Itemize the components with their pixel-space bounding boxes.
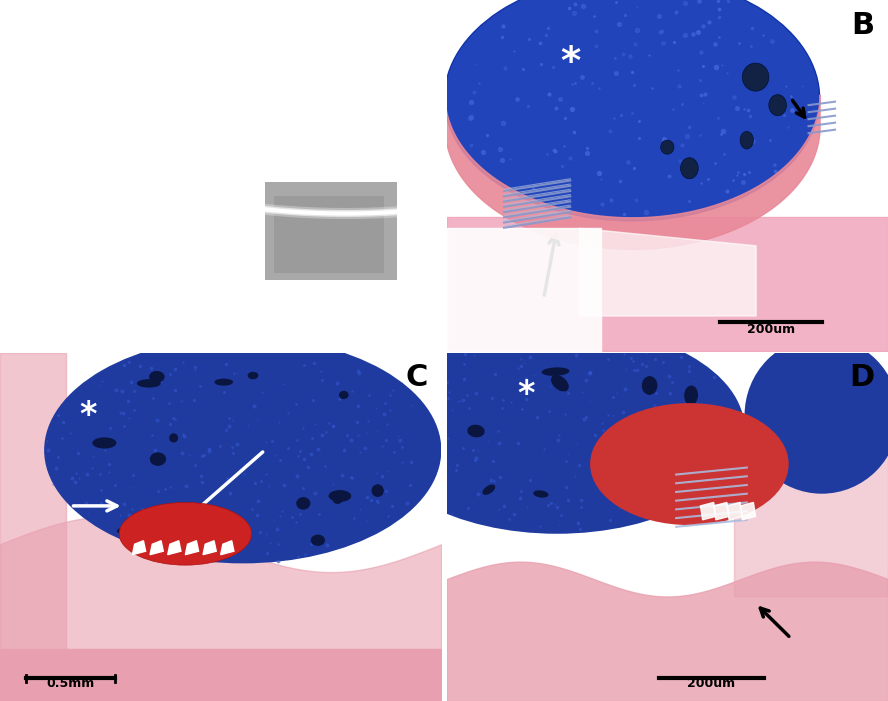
Ellipse shape <box>744 337 888 494</box>
Ellipse shape <box>248 372 258 379</box>
Ellipse shape <box>591 403 789 525</box>
Ellipse shape <box>92 437 116 449</box>
Ellipse shape <box>170 433 178 442</box>
Ellipse shape <box>542 367 569 376</box>
Polygon shape <box>132 540 146 554</box>
Ellipse shape <box>551 375 569 391</box>
Polygon shape <box>714 503 729 520</box>
Ellipse shape <box>311 535 325 546</box>
Ellipse shape <box>445 0 820 221</box>
Text: C: C <box>406 363 428 392</box>
Ellipse shape <box>642 376 657 395</box>
Ellipse shape <box>137 379 161 388</box>
Ellipse shape <box>648 460 659 478</box>
Polygon shape <box>186 540 199 554</box>
Text: A: A <box>396 25 419 53</box>
Text: *: * <box>80 399 97 432</box>
Ellipse shape <box>769 95 787 116</box>
Text: *: * <box>560 44 581 82</box>
Ellipse shape <box>117 526 143 536</box>
Ellipse shape <box>742 63 769 91</box>
Polygon shape <box>701 503 716 520</box>
Ellipse shape <box>150 452 166 466</box>
Ellipse shape <box>333 497 342 504</box>
Ellipse shape <box>680 158 698 179</box>
Text: D: D <box>850 363 875 392</box>
Ellipse shape <box>482 484 496 495</box>
Ellipse shape <box>684 386 698 405</box>
Text: 200um: 200um <box>747 323 795 336</box>
Polygon shape <box>150 540 163 554</box>
Text: 0.5mm: 0.5mm <box>46 677 95 690</box>
Ellipse shape <box>297 497 310 510</box>
Polygon shape <box>203 540 217 554</box>
Text: B: B <box>852 11 875 39</box>
Ellipse shape <box>467 425 485 437</box>
Polygon shape <box>220 540 234 554</box>
Ellipse shape <box>661 140 674 154</box>
Polygon shape <box>741 503 756 520</box>
Ellipse shape <box>44 337 441 564</box>
FancyBboxPatch shape <box>265 182 397 280</box>
Ellipse shape <box>534 490 549 498</box>
Ellipse shape <box>149 371 164 383</box>
Text: *: * <box>518 378 535 411</box>
Ellipse shape <box>741 132 753 149</box>
Ellipse shape <box>371 484 384 497</box>
Polygon shape <box>727 503 742 520</box>
Ellipse shape <box>329 490 352 502</box>
Ellipse shape <box>339 390 349 399</box>
Ellipse shape <box>119 503 251 565</box>
Ellipse shape <box>646 454 659 473</box>
Polygon shape <box>168 540 181 554</box>
FancyBboxPatch shape <box>274 196 384 273</box>
Ellipse shape <box>214 379 234 386</box>
Ellipse shape <box>369 325 744 533</box>
Text: 200um: 200um <box>687 677 735 690</box>
